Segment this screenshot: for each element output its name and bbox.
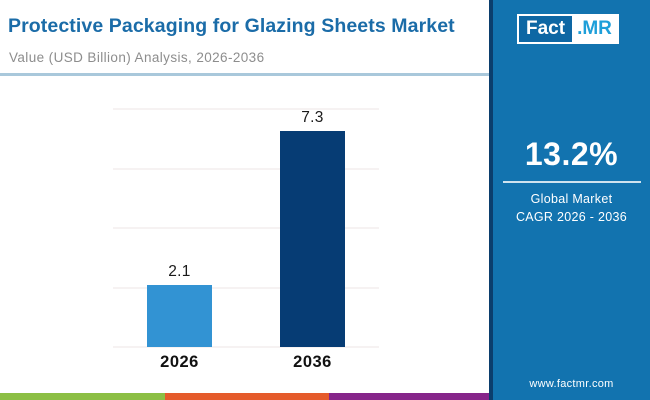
website-link[interactable]: www.factmr.com — [529, 378, 614, 390]
bar-2036 — [280, 131, 345, 347]
logo-mr-text: .MR — [572, 16, 617, 42]
bar-value-label-2026: 2.1 — [168, 262, 191, 280]
gridline — [113, 227, 379, 229]
x-axis-label-2036: 2036 — [293, 353, 332, 371]
stripe-orange — [165, 393, 329, 400]
header-divider — [0, 73, 489, 76]
bar-2026 — [147, 284, 212, 347]
factmr-logo[interactable]: Fact .MR — [517, 14, 619, 44]
cagr-label-line2: CAGR 2026 - 2036 — [515, 209, 628, 224]
x-axis-label-2026: 2026 — [160, 353, 199, 371]
cagr-block: 13.2% Global Market CAGR 2026 - 2036 — [493, 136, 650, 226]
stripe-purple — [329, 393, 489, 400]
bar-group-2036: 7.3 2036 — [246, 109, 379, 371]
chart-panel: Protective Packaging for Glazing Sheets … — [0, 15, 489, 400]
gridline — [113, 168, 379, 169]
cagr-value: 13.2% — [524, 136, 619, 172]
cagr-label-line1: Global Market — [530, 192, 613, 206]
gridline — [113, 287, 379, 288]
bar-value-label-2036: 7.3 — [301, 109, 324, 126]
bar-chart: 2.1 2026 7.3 2036 — [113, 108, 379, 371]
gridline — [113, 346, 379, 348]
page-title: Protective Packaging for Glazing Sheets … — [8, 15, 455, 37]
gridline — [113, 108, 379, 110]
cagr-divider — [502, 181, 641, 183]
page-subtitle: Value (USD Billion) Analysis, 2026-2036 — [9, 50, 265, 65]
footer-stripes — [0, 393, 489, 400]
logo-fact-text: Fact — [519, 16, 573, 42]
brand-sidebar: Fact .MR 13.2% Global Market CAGR 2026 -… — [489, 0, 650, 400]
stripe-green — [0, 393, 165, 400]
bars-container: 2.1 2026 7.3 2036 — [113, 109, 379, 371]
bar-group-2026: 2.1 2026 — [113, 109, 246, 371]
